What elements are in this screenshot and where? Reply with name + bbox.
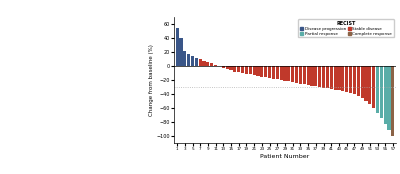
Bar bbox=[195, 58, 198, 66]
Bar bbox=[310, 66, 314, 86]
Bar bbox=[391, 66, 394, 136]
Bar bbox=[284, 66, 286, 81]
Bar bbox=[360, 66, 364, 98]
Bar bbox=[187, 54, 190, 66]
Legend: Disease progression, Partial response, Stable disease, Complete response: Disease progression, Partial response, S… bbox=[298, 19, 394, 37]
Bar bbox=[345, 66, 348, 92]
Bar bbox=[349, 66, 352, 93]
Bar bbox=[353, 66, 356, 94]
Bar bbox=[245, 66, 248, 74]
Bar bbox=[303, 66, 306, 84]
Bar bbox=[276, 66, 279, 79]
Bar bbox=[318, 66, 321, 87]
Bar bbox=[249, 66, 252, 74]
Bar bbox=[299, 66, 302, 84]
Bar bbox=[341, 66, 344, 91]
Bar bbox=[191, 56, 194, 66]
Bar bbox=[372, 66, 375, 108]
Bar bbox=[291, 66, 294, 82]
Bar bbox=[179, 38, 182, 66]
Bar bbox=[230, 66, 233, 70]
Bar bbox=[206, 62, 210, 66]
X-axis label: Patient Number: Patient Number bbox=[260, 154, 310, 159]
Bar bbox=[233, 66, 236, 72]
Bar bbox=[260, 66, 264, 77]
Bar bbox=[210, 63, 213, 66]
Bar bbox=[222, 66, 225, 68]
Bar bbox=[368, 66, 371, 104]
Bar bbox=[306, 66, 310, 85]
Bar bbox=[322, 66, 325, 88]
Bar bbox=[226, 66, 229, 69]
Bar bbox=[326, 66, 329, 88]
Bar bbox=[237, 66, 240, 72]
Bar bbox=[214, 65, 217, 66]
Bar bbox=[364, 66, 368, 101]
Bar bbox=[176, 28, 179, 66]
Bar bbox=[330, 66, 333, 89]
Bar bbox=[287, 66, 290, 81]
Bar bbox=[376, 66, 379, 113]
Bar bbox=[380, 66, 383, 118]
Bar bbox=[295, 66, 298, 83]
Bar bbox=[199, 59, 202, 66]
Bar bbox=[272, 66, 275, 79]
Bar bbox=[280, 66, 283, 80]
Y-axis label: Change from baseline (%): Change from baseline (%) bbox=[148, 44, 154, 116]
Bar bbox=[202, 61, 206, 66]
Bar bbox=[268, 66, 271, 78]
Bar bbox=[384, 66, 387, 124]
Bar bbox=[337, 66, 340, 90]
Bar bbox=[357, 66, 360, 96]
Bar bbox=[388, 66, 391, 130]
Bar bbox=[241, 66, 244, 73]
Bar bbox=[183, 51, 186, 66]
Bar bbox=[334, 66, 337, 90]
Bar bbox=[252, 66, 256, 75]
Bar bbox=[256, 66, 260, 76]
Bar bbox=[264, 66, 267, 77]
Bar bbox=[314, 66, 318, 86]
